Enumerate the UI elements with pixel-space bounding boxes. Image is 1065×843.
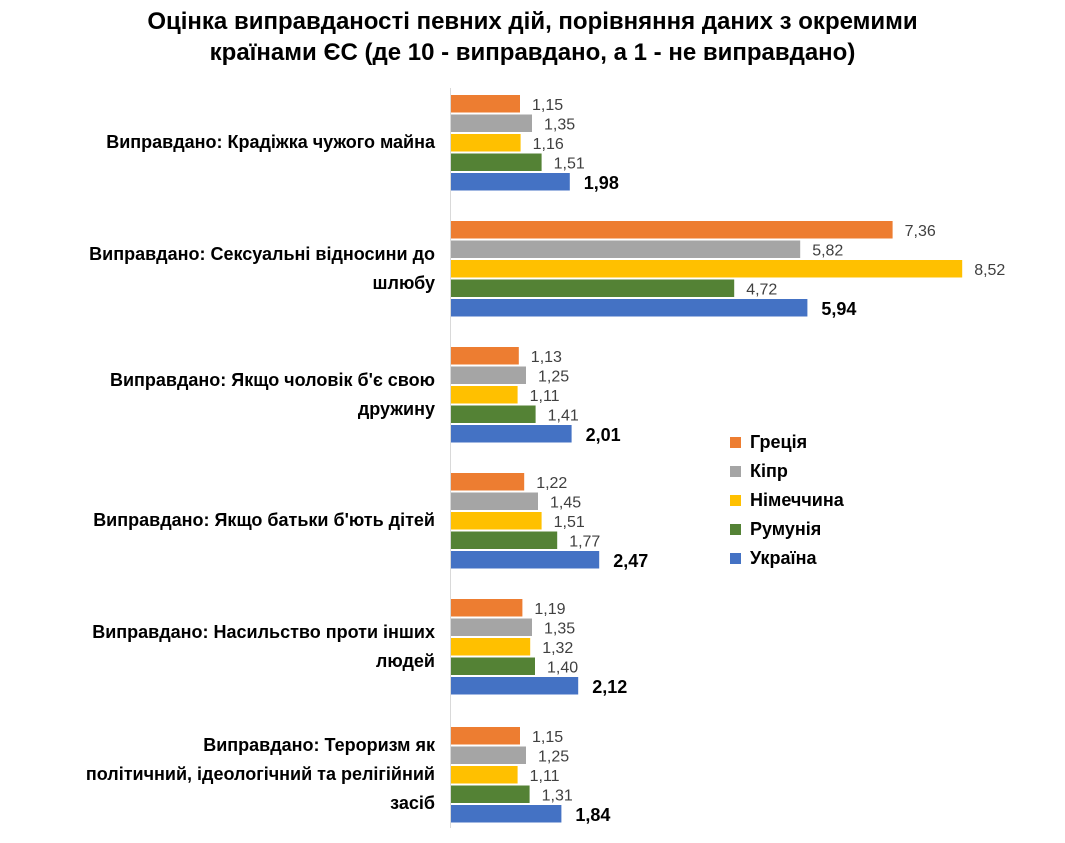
- data-label-2-2: 5,82: [812, 242, 843, 259]
- category-label-line: Виправдано: Крадіжка чужого майна: [106, 132, 435, 153]
- category-label-line: шлюбу: [372, 272, 435, 293]
- data-label-3-4: 1,41: [548, 407, 579, 424]
- bar-4-1: [451, 473, 525, 491]
- data-label-6-3: 1,11: [530, 768, 560, 785]
- category-label-line: Виправдано: Якщо батьки б'ють дітей: [93, 510, 435, 531]
- data-label-1-4: 1,51: [554, 155, 585, 172]
- category-label-2: Виправдано: Сексуальні відносини до шлюбу: [20, 240, 435, 298]
- category-label-3: Виправдано: Якщо чоловік б'є свою дружину: [20, 366, 435, 424]
- bar-1-2: [451, 114, 532, 132]
- bar-6-2: [451, 746, 526, 764]
- category-label-line: людей: [375, 650, 435, 671]
- bar-5-2: [451, 618, 532, 636]
- legend-label: Україна: [750, 548, 817, 568]
- bar-5-1: [451, 599, 523, 617]
- data-label-6-4: 1,31: [542, 787, 573, 804]
- data-label-2-4: 4,72: [746, 281, 777, 298]
- data-label-6-2: 1,25: [538, 748, 569, 765]
- legend-label: Німеччина: [750, 490, 844, 510]
- legend-item-4: Румунія: [730, 515, 844, 544]
- bar-2-4: [451, 279, 735, 297]
- chart-title-line-2: країнами ЄС (де 10 - виправдано, а 1 - н…: [209, 39, 856, 66]
- data-label-4-4: 1,77: [569, 533, 600, 550]
- category-label-line: Виправдано: Насильство проти інших: [92, 621, 435, 642]
- category-label-4: Виправдано: Якщо батьки б'ють дітей: [20, 506, 435, 535]
- bar-5-3: [451, 638, 531, 656]
- data-label-5-2: 1,35: [544, 620, 575, 637]
- data-label-1-3: 1,16: [533, 136, 564, 153]
- data-label-4-5: 2,47: [613, 551, 648, 571]
- bar-6-3: [451, 766, 518, 784]
- bar-1-4: [451, 153, 542, 171]
- bar-4-3: [451, 512, 542, 530]
- legend-label: Румунія: [750, 519, 822, 539]
- category-label-5: Виправдано: Насильство проти інших людей: [20, 618, 435, 676]
- category-label-line: Виправдано: Якщо чоловік б'є свою: [109, 369, 435, 390]
- bar-4-4: [451, 531, 558, 549]
- bar-2-3: [451, 260, 963, 278]
- data-label-3-1: 1,13: [531, 349, 562, 366]
- legend-item-1: Греція: [730, 428, 844, 457]
- data-label-3-2: 1,25: [538, 368, 569, 385]
- data-label-1-5: 1,98: [584, 173, 619, 193]
- bar-2-1: [451, 221, 893, 239]
- category-label-line: дружину: [357, 398, 435, 419]
- bar-5-5: [451, 677, 579, 695]
- bar-1-5: [451, 173, 570, 191]
- legend-swatch: [730, 524, 741, 535]
- legend-swatch: [730, 466, 741, 477]
- data-label-5-1: 1,19: [534, 601, 565, 618]
- data-label-6-5: 1,84: [575, 805, 610, 825]
- data-label-4-2: 1,45: [550, 494, 581, 511]
- data-label-2-1: 7,36: [905, 223, 936, 240]
- legend-item-5: Україна: [730, 544, 844, 573]
- bar-4-5: [451, 551, 600, 569]
- data-label-5-4: 1,40: [547, 659, 578, 676]
- bar-2-5: [451, 299, 808, 317]
- data-label-1-2: 1,35: [544, 116, 575, 133]
- bar-1-1: [451, 95, 520, 113]
- bar-6-1: [451, 727, 520, 745]
- legend-item-3: Німеччина: [730, 486, 844, 515]
- bar-6-4: [451, 785, 530, 803]
- category-label-1: Виправдано: Крадіжка чужого майна: [20, 128, 435, 157]
- data-label-5-5: 2,12: [592, 677, 627, 697]
- data-label-3-5: 2,01: [586, 425, 621, 445]
- data-label-2-3: 8,52: [974, 262, 1005, 279]
- bar-3-1: [451, 347, 519, 365]
- data-label-4-3: 1,51: [554, 514, 585, 531]
- category-label-6: Виправдано: Тероризм як політичний, ідеол…: [20, 731, 435, 818]
- data-label-1-1: 1,15: [532, 97, 563, 114]
- legend-label: Кіпр: [750, 461, 788, 481]
- data-label-2-5: 5,94: [821, 299, 856, 319]
- category-label-line: засіб: [390, 793, 435, 814]
- chart-title: Оцінка виправданості певних дій, порівня…: [0, 6, 1065, 68]
- legend-item-2: Кіпр: [730, 457, 844, 486]
- bar-3-5: [451, 425, 572, 443]
- data-label-6-1: 1,15: [532, 729, 563, 746]
- bar-3-4: [451, 405, 536, 423]
- legend: Греція Кіпр Німеччина Румунія Україна: [730, 428, 844, 573]
- legend-swatch: [730, 437, 741, 448]
- legend-label: Греція: [750, 432, 808, 452]
- category-label-line: Виправдано: Тероризм як: [203, 735, 435, 756]
- bar-5-4: [451, 657, 535, 675]
- data-label-5-3: 1,32: [542, 640, 573, 657]
- bar-1-3: [451, 134, 521, 152]
- data-label-4-1: 1,22: [536, 475, 567, 492]
- chart-title-line-1: Оцінка виправданості певних дій, порівня…: [147, 8, 918, 35]
- data-label-3-3: 1,11: [530, 388, 560, 405]
- bar-6-5: [451, 805, 562, 823]
- bar-3-2: [451, 366, 526, 384]
- bar-4-2: [451, 492, 538, 510]
- bar-3-3: [451, 386, 518, 404]
- category-label-line: Виправдано: Сексуальні відносини до: [89, 243, 435, 264]
- legend-swatch: [730, 495, 741, 506]
- legend-swatch: [730, 553, 741, 564]
- bar-2-2: [451, 240, 801, 258]
- category-label-line: політичний, ідеологічний та релігійний: [85, 764, 435, 785]
